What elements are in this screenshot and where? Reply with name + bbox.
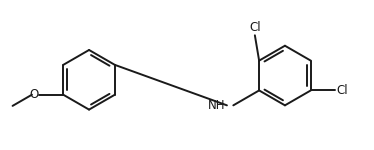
Text: NH: NH xyxy=(208,99,226,112)
Text: Cl: Cl xyxy=(249,21,261,34)
Text: O: O xyxy=(29,88,38,101)
Text: Cl: Cl xyxy=(336,84,348,97)
